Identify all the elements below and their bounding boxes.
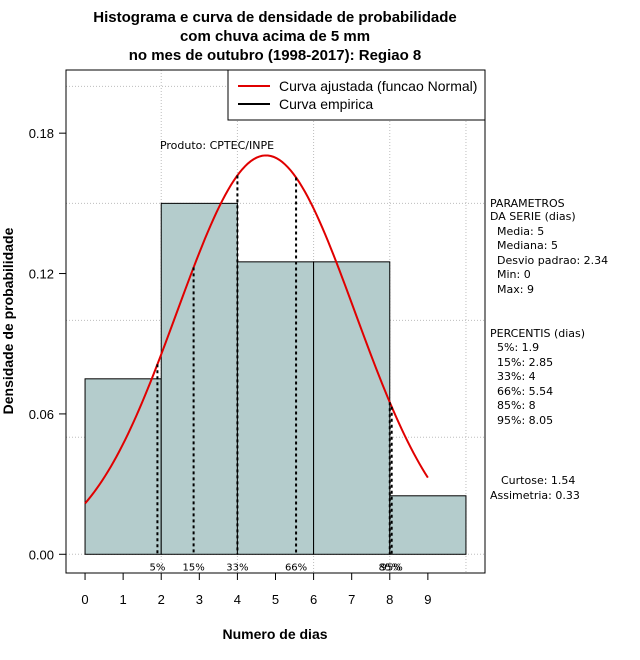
legend-label-fitted: Curva ajustada (funcao Normal) bbox=[279, 78, 477, 94]
y-tick-label: 0.18 bbox=[29, 126, 54, 141]
legend: Curva ajustada (funcao Normal) Curva emp… bbox=[227, 69, 486, 121]
percentis-title: PERCENTIS (dias) bbox=[490, 327, 585, 340]
x-tick-label: 7 bbox=[348, 592, 355, 607]
percentile-label-0: 5% bbox=[149, 562, 165, 573]
y-tick-label: 0.12 bbox=[29, 267, 54, 282]
histogram-bar-1 bbox=[160, 202, 238, 555]
percentil-33: 33%: 4 bbox=[497, 370, 536, 383]
y-tick-label: 0.06 bbox=[29, 407, 54, 422]
y-axis-label: Densidade de probabilidade bbox=[0, 227, 16, 414]
side-panel: PARAMETROS DA SERIE (dias) Media: 5 Medi… bbox=[490, 197, 608, 502]
chart-title-line-1: Histograma e curva de densidade de proba… bbox=[93, 9, 456, 26]
legend-label-empirical: Curva empirica bbox=[279, 96, 373, 112]
histogram-bar-3 bbox=[313, 261, 391, 555]
percentile-label-2: 33% bbox=[226, 562, 248, 573]
histogram-bar-2 bbox=[236, 261, 315, 555]
percentile-label-4: 85% bbox=[379, 562, 401, 573]
x-tick-label: 4 bbox=[234, 592, 241, 607]
x-tick-label: 0 bbox=[81, 592, 88, 607]
param-min: Min: 0 bbox=[497, 268, 531, 281]
percentile-label-1: 15% bbox=[182, 562, 204, 573]
product-annotation: Produto: CPTEC/INPE bbox=[160, 139, 274, 152]
x-tick-label: 2 bbox=[158, 592, 165, 607]
percentile-lines: 5% 15% 33% 66% 85%95% bbox=[149, 175, 403, 573]
percentile-label-3: 66% bbox=[285, 562, 307, 573]
param-mediana: Mediana: 5 bbox=[497, 239, 558, 252]
percentile-label-5: 95% bbox=[381, 562, 403, 573]
percentil-5: 5%: 1.9 bbox=[497, 341, 539, 354]
x-tick-label: 9 bbox=[424, 592, 431, 607]
chart-title-line-2: com chuva acima de 5 mm bbox=[180, 28, 370, 45]
assimetria: Assimetria: 0.33 bbox=[490, 489, 580, 502]
chart-title-line-3: no mes de outubro (1998-2017): Regiao 8 bbox=[129, 47, 422, 64]
x-tick-label: 6 bbox=[310, 592, 317, 607]
axes: 0 1 2 3 4 5 6 7 8 9 0.00 0.06 0.12 0.18 bbox=[29, 126, 432, 607]
percentil-85: 85%: 8 bbox=[497, 399, 536, 412]
param-media: Media: 5 bbox=[497, 225, 544, 238]
density-curve-layer bbox=[84, 154, 429, 505]
parametros-title-1: PARAMETROS bbox=[490, 197, 565, 210]
x-tick-label: 8 bbox=[386, 592, 393, 607]
percentil-95: 95%: 8.05 bbox=[497, 414, 553, 427]
x-tick-label: 5 bbox=[272, 592, 279, 607]
y-tick-label: 0.00 bbox=[29, 547, 54, 562]
parametros-title-2: DA SERIE (dias) bbox=[490, 210, 576, 223]
fitted-normal-curve bbox=[84, 154, 429, 505]
percentil-15: 15%: 2.85 bbox=[497, 356, 553, 369]
curtose: Curtose: 1.54 bbox=[501, 474, 575, 487]
histogram-bar-0 bbox=[84, 378, 162, 555]
x-axis-label: Numero de dias bbox=[222, 626, 327, 642]
x-tick-label: 3 bbox=[196, 592, 203, 607]
histogram-bar-4 bbox=[389, 495, 467, 555]
histogram-bars bbox=[84, 202, 467, 555]
x-tick-label: 1 bbox=[120, 592, 127, 607]
percentil-66: 66%: 5.54 bbox=[497, 385, 553, 398]
param-max: Max: 9 bbox=[497, 283, 534, 296]
legend-box bbox=[227, 69, 486, 121]
param-desvio: Desvio padrao: 2.34 bbox=[497, 254, 608, 267]
